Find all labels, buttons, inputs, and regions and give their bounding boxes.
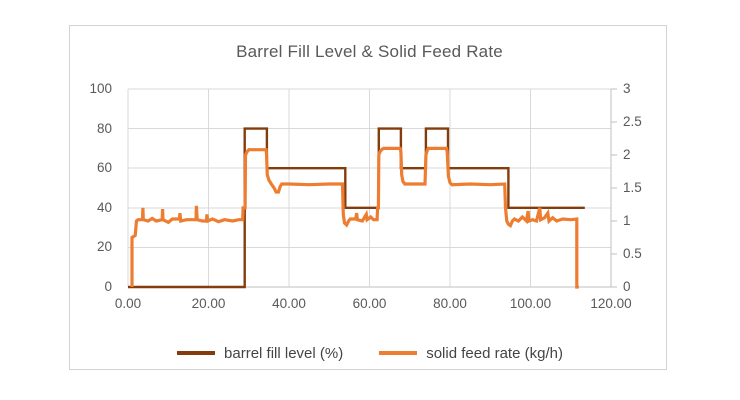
left-axis-tick-label: 80 (96, 120, 112, 136)
right-axis-tick-label: 2 (623, 147, 631, 162)
chart-frame (69, 25, 667, 370)
legend: barrel fill level (%) solid feed rate (k… (110, 341, 630, 365)
legend-item-solid-feed: solid feed rate (kg/h) (379, 345, 563, 362)
left-axis-tick-label: 100 (89, 81, 112, 96)
x-axis-tick-label: 20.00 (191, 296, 226, 311)
right-axis-tick-label: 2.5 (623, 114, 642, 129)
right-axis-tick-label: 1 (623, 213, 631, 228)
x-axis-tick-label: 80.00 (433, 296, 467, 311)
legend-label-barrel-fill: barrel fill level (%) (224, 344, 344, 362)
x-axis-tick-label: 100.00 (509, 296, 552, 311)
left-axis-tick-label: 60 (96, 160, 112, 176)
series-solid-feed-line (130, 146, 579, 289)
barrel-fill-line-swatch (177, 351, 216, 355)
right-axis-tick-label: 0 (623, 279, 631, 294)
axis-lines (128, 88, 617, 288)
x-axis-tick-label: 120.00 (590, 296, 632, 311)
x-axis-tick-label: 40.00 (272, 296, 306, 311)
legend-label-solid-feed: solid feed rate (kg/h) (426, 344, 563, 362)
right-axis-tick-label: 1.5 (623, 180, 642, 195)
x-axis-tick-label: 60.00 (352, 296, 387, 311)
solid-feed-line-swatch (379, 351, 418, 355)
series-barrel-fill-line (128, 127, 585, 289)
right-axis-tick-label: 3 (623, 81, 631, 96)
left-axis-tick-label: 0 (104, 279, 112, 294)
gridlines (127, 88, 612, 287)
x-axis-tick-label: 0.00 (114, 296, 142, 311)
legend-item-barrel-fill: barrel fill level (%) (177, 345, 343, 362)
left-axis-tick-label: 20 (96, 239, 112, 255)
plot-area (127, 88, 617, 289)
right-axis-tick-label: 0.5 (623, 246, 642, 261)
left-axis-tick-label: 40 (96, 199, 112, 215)
chart-title: Barrel Fill Level & Solid Feed Rate (236, 42, 503, 61)
